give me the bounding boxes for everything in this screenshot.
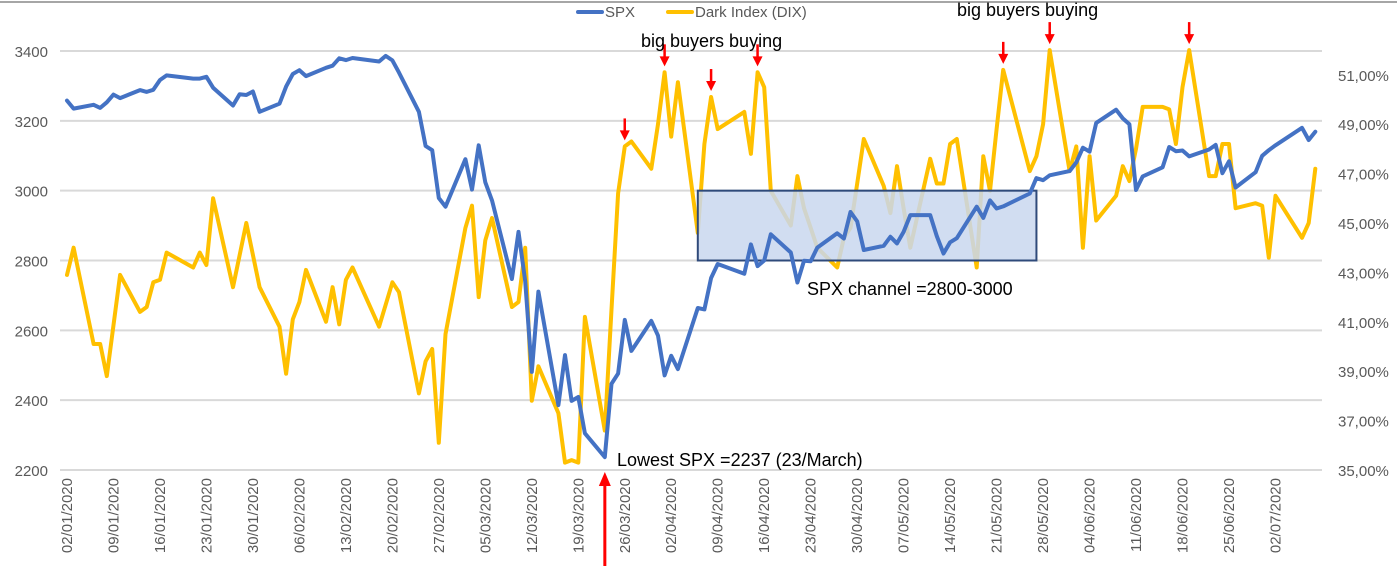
arrow-head: [998, 53, 1009, 64]
x-tick-label: 04/06/2020: [1082, 478, 1099, 553]
x-tick-label: 28/05/2020: [1035, 478, 1052, 553]
x-tick-label: 16/04/2020: [756, 478, 773, 553]
right-tick-label: 49,00%: [1338, 117, 1389, 134]
arrow-head: [752, 56, 763, 67]
right-tick-label: 41,00%: [1338, 315, 1389, 332]
x-tick-label: 12/03/2020: [524, 478, 541, 553]
arrow-head: [619, 130, 630, 141]
arrow-head: [1044, 34, 1055, 45]
x-tick-label: 02/01/2020: [59, 478, 76, 553]
right-tick-label: 39,00%: [1338, 364, 1389, 381]
annotation-lowest-spx: Lowest SPX =2237 (23/March): [617, 450, 863, 470]
x-tick-label: 27/02/2020: [431, 478, 448, 553]
left-tick-label: 2400: [15, 393, 48, 410]
arrow-head: [706, 81, 717, 92]
buy-arrow-icon: [619, 118, 630, 141]
x-tick-label: 09/01/2020: [105, 478, 122, 553]
series-lines: [65, 48, 1318, 465]
x-tick-label: 30/01/2020: [245, 478, 262, 553]
x-tick-label: 02/07/2020: [1267, 478, 1284, 553]
right-tick-label: 47,00%: [1338, 167, 1389, 184]
left-tick-label: 3000: [15, 184, 48, 201]
buy-arrows: [619, 22, 1195, 141]
x-tick-label: 02/04/2020: [663, 478, 680, 553]
left-tick-label: 2600: [15, 323, 48, 340]
series-line-dix: [65, 48, 1318, 465]
x-tick-label: 21/05/2020: [989, 478, 1006, 553]
right-tick-label: 35,00%: [1338, 463, 1389, 480]
x-tick-label: 18/06/2020: [1175, 478, 1192, 553]
buy-arrow-icon: [706, 69, 717, 92]
lowest-spx-arrow: [598, 472, 611, 566]
buy-arrow-icon: [659, 44, 670, 67]
x-tick-label: 14/05/2020: [942, 478, 959, 553]
buy-arrow-icon: [1184, 22, 1195, 45]
left-axis-ticks: 2200 2400 2600 2800 3000 3200 3400: [15, 44, 48, 480]
x-tick-label: 25/06/2020: [1221, 478, 1238, 553]
x-tick-label: 13/02/2020: [338, 478, 355, 553]
x-tick-label: 19/03/2020: [570, 478, 587, 553]
right-tick-label: 51,00%: [1338, 68, 1389, 85]
legend: SPX Dark Index (DIX): [576, 4, 807, 21]
annotation-big-buyers-2: big buyers buying: [957, 0, 1098, 20]
buy-arrow-icon: [752, 44, 763, 67]
arrow-head: [659, 56, 670, 67]
x-tick-label: 09/04/2020: [710, 478, 727, 553]
left-tick-label: 2800: [15, 254, 48, 271]
annotation-spx-channel: SPX channel =2800-3000: [807, 279, 1013, 299]
x-axis-ticks: 02/01/2020 09/01/2020 16/01/2020 23/01/2020…: [59, 478, 1284, 553]
series-line-spx: [65, 53, 1318, 460]
buy-arrow-icon: [998, 41, 1009, 64]
right-tick-label: 43,00%: [1338, 265, 1389, 282]
x-tick-label: 07/05/2020: [896, 478, 913, 553]
x-tick-label: 05/03/2020: [477, 478, 494, 553]
legend-label-spx: SPX: [605, 4, 635, 21]
x-tick-label: 06/02/2020: [291, 478, 308, 553]
x-tick-label: 20/02/2020: [384, 478, 401, 553]
x-tick-label: 23/01/2020: [198, 478, 215, 553]
buy-arrow-icon: [1044, 22, 1055, 45]
x-tick-label: 16/01/2020: [152, 478, 169, 553]
right-tick-label: 45,00%: [1338, 216, 1389, 233]
arrow-head: [598, 472, 611, 486]
x-tick-label: 11/06/2020: [1128, 478, 1145, 552]
right-tick-label: 37,00%: [1338, 414, 1389, 431]
left-tick-label: 2200: [15, 463, 48, 480]
left-tick-label: 3200: [15, 114, 48, 131]
x-tick-label: 30/04/2020: [849, 478, 866, 553]
annotation-big-buyers-1: big buyers buying: [641, 31, 782, 51]
gridlines: [60, 50, 1322, 471]
x-tick-label: 26/03/2020: [617, 478, 634, 553]
legend-label-dix: Dark Index (DIX): [695, 4, 807, 21]
right-axis-ticks: 35,00% 37,00% 39,00% 41,00% 43,00% 45,00% 47,0…: [1338, 68, 1389, 480]
left-tick-label: 3400: [15, 44, 48, 61]
x-tick-label: 23/04/2020: [803, 478, 820, 553]
arrow-head: [1184, 34, 1195, 45]
